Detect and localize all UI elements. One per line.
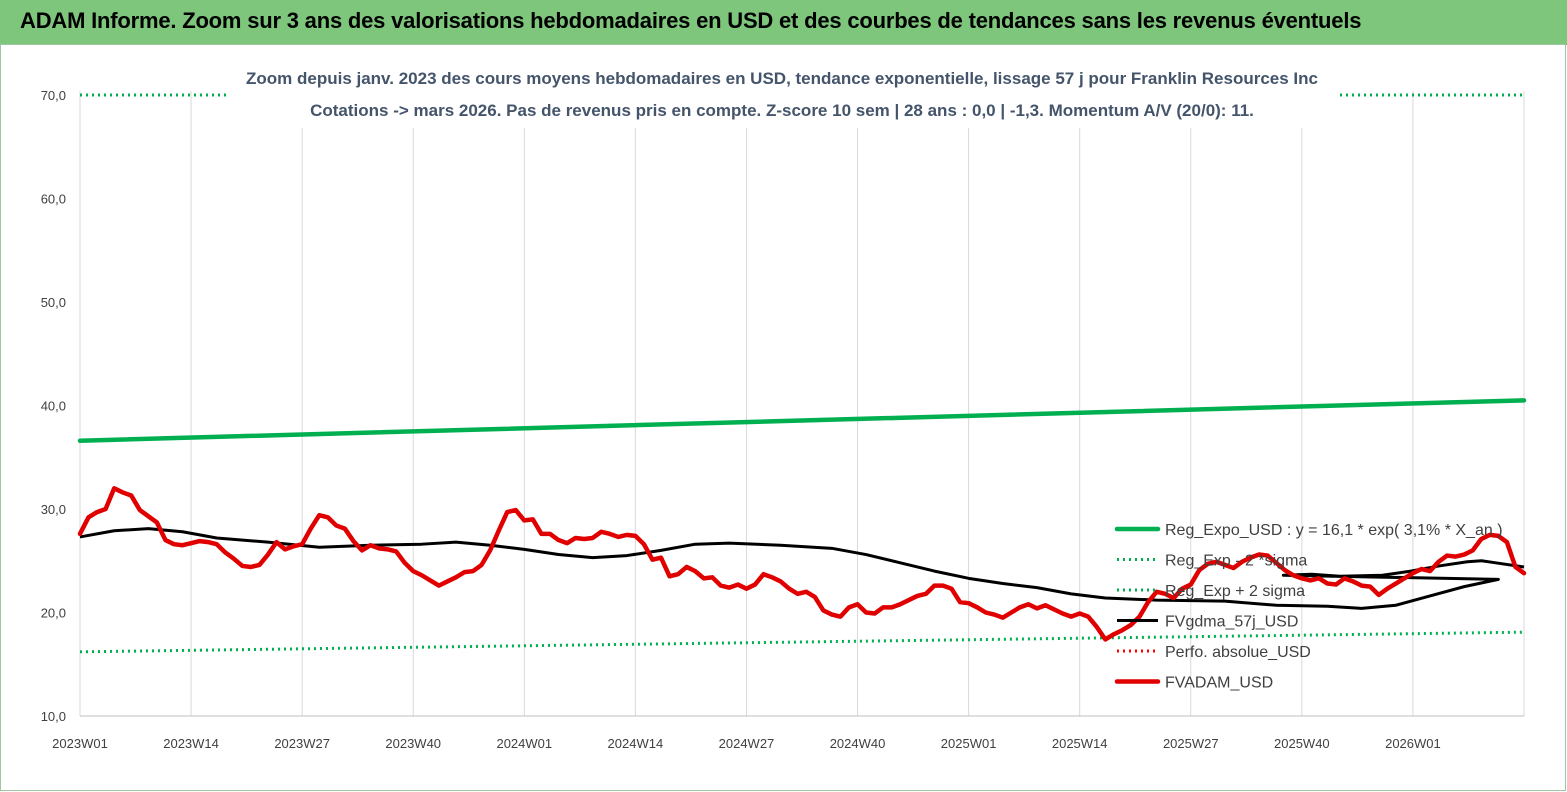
y-tick-label: 30,0 [41,502,66,517]
x-tick-label: 2025W40 [1274,736,1330,751]
x-tick-label: 2025W14 [1052,736,1108,751]
x-tick-label: 2023W01 [52,736,108,751]
chart-title-background [228,60,1336,128]
y-tick-label: 10,0 [41,709,66,724]
legend-label: FVADAM_USD [1165,675,1273,692]
chart-frame [0,44,1566,791]
chart-title: Zoom depuis janv. 2023 des cours moyens … [246,69,1318,88]
gridlines [79,91,1525,716]
y-tick-label: 50,0 [41,295,66,310]
x-tick-label: 2026W01 [1385,736,1441,751]
page-title: ADAM Informe. Zoom sur 3 ans des valoris… [20,8,1362,33]
x-tick-label: 2023W27 [274,736,330,751]
legend: Reg_Expo_USD : y = 16,1 * exp( 3,1% * X_… [1114,522,1503,692]
x-tick-label: 2024W40 [830,736,886,751]
x-tick-label: 2023W14 [163,736,219,751]
x-tick-label: 2025W01 [941,736,997,751]
series-line-fvadam-usd [77,486,1527,642]
y-tick-label: 40,0 [41,399,66,414]
x-tick-label: 2023W40 [385,736,441,751]
title-banner: ADAM Informe. Zoom sur 3 ans des valoris… [0,0,1567,45]
series-line-reg-exp-2-sigma [79,630,1525,654]
y-tick-label: 60,0 [41,192,66,207]
legend-label: Reg_Expo_USD : y = 16,1 * exp( 3,1% * X_… [1165,522,1503,539]
legend-label: Reg_Exp + 2 sigma [1165,583,1305,600]
series-line-reg-expo-usd-y-16-1-exp-3-1-x-an [77,398,1527,443]
x-tick-label: 2024W27 [719,736,775,751]
chart-subtitle: Cotations -> mars 2026. Pas de revenus p… [310,101,1254,120]
x-tick-labels: 2023W01 2023W14 2023W27 2023W40 2024W01 2024W… [52,736,1441,751]
series-group [77,93,1527,654]
y-tick-label: 20,0 [41,606,66,621]
x-tick-label: 2024W01 [496,736,552,751]
legend-label: Reg_Exp - 2 *sigma [1165,553,1307,570]
x-tick-label: 2024W14 [608,736,664,751]
series-line-fvgdma-57j-usd [79,527,1525,610]
y-tick-labels: 10,0 20,0 30,0 40,0 50,0 60,0 70,0 [41,88,66,724]
legend-label: FVgdma_57j_USD [1165,614,1298,631]
y-tick-label: 70,0 [41,88,66,103]
legend-label: Perfo. absolue_USD [1165,644,1311,661]
x-tick-label: 2025W27 [1163,736,1219,751]
